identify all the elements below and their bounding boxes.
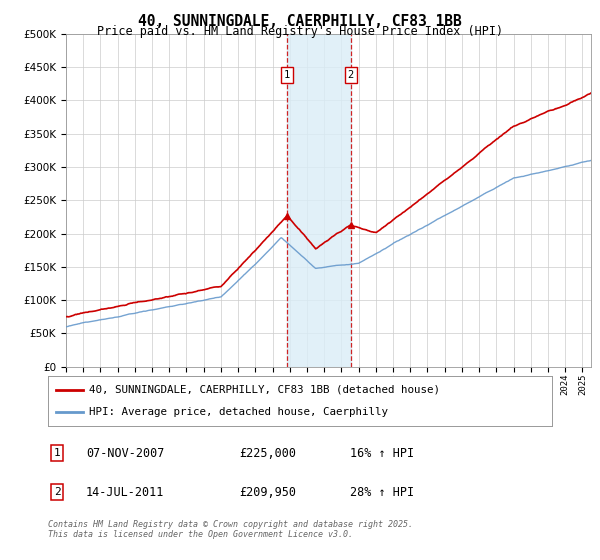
Text: 2: 2 [53, 487, 61, 497]
Text: 40, SUNNINGDALE, CAERPHILLY, CF83 1BB (detached house): 40, SUNNINGDALE, CAERPHILLY, CF83 1BB (d… [89, 385, 440, 395]
Text: 40, SUNNINGDALE, CAERPHILLY, CF83 1BB: 40, SUNNINGDALE, CAERPHILLY, CF83 1BB [138, 14, 462, 29]
Text: 28% ↑ HPI: 28% ↑ HPI [350, 486, 415, 498]
Bar [287, 34, 351, 367]
Text: Price paid vs. HM Land Registry's House Price Index (HPI): Price paid vs. HM Land Registry's House … [97, 25, 503, 38]
Text: £209,950: £209,950 [239, 486, 296, 498]
Text: 16% ↑ HPI: 16% ↑ HPI [350, 447, 415, 460]
Text: 07-NOV-2007: 07-NOV-2007 [86, 447, 164, 460]
Text: £225,000: £225,000 [239, 447, 296, 460]
Text: 1: 1 [284, 70, 290, 80]
Text: 14-JUL-2011: 14-JUL-2011 [86, 486, 164, 498]
Text: Contains HM Land Registry data © Crown copyright and database right 2025.
This d: Contains HM Land Registry data © Crown c… [48, 520, 413, 539]
Text: 2: 2 [347, 70, 354, 80]
Text: HPI: Average price, detached house, Caerphilly: HPI: Average price, detached house, Caer… [89, 407, 388, 417]
Text: 1: 1 [53, 448, 61, 458]
